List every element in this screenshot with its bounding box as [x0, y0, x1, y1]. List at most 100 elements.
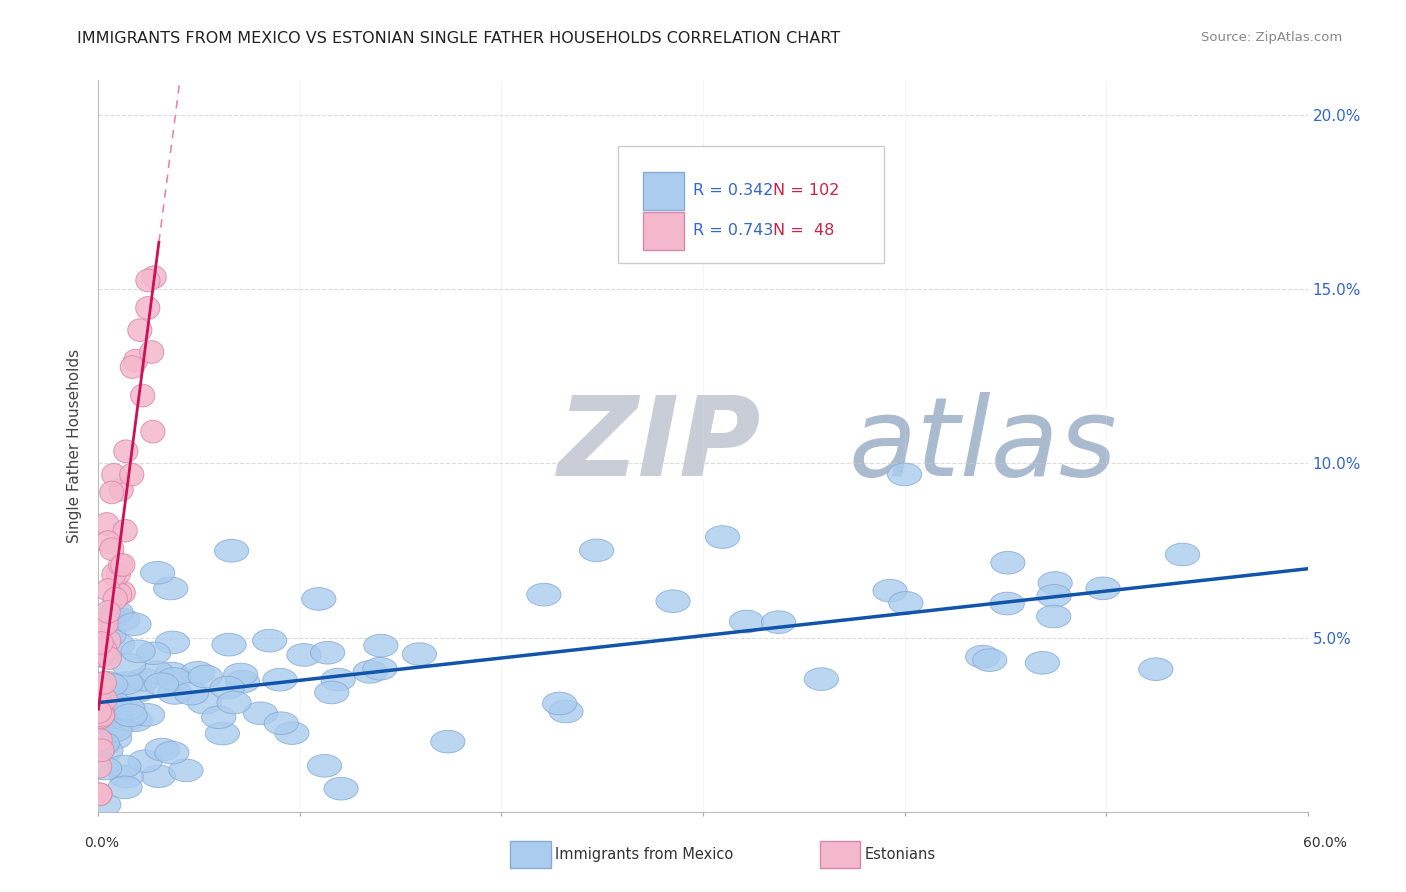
- Ellipse shape: [87, 756, 111, 778]
- FancyBboxPatch shape: [643, 171, 683, 210]
- Ellipse shape: [90, 644, 114, 667]
- Ellipse shape: [110, 765, 143, 788]
- Text: IMMIGRANTS FROM MEXICO VS ESTONIAN SINGLE FATHER HOUSEHOLDS CORRELATION CHART: IMMIGRANTS FROM MEXICO VS ESTONIAN SINGL…: [77, 31, 841, 46]
- Ellipse shape: [131, 704, 165, 726]
- Ellipse shape: [430, 731, 465, 753]
- Ellipse shape: [93, 688, 117, 710]
- Text: N =  48: N = 48: [773, 224, 835, 238]
- Ellipse shape: [97, 691, 131, 714]
- Ellipse shape: [93, 639, 117, 661]
- Ellipse shape: [188, 665, 222, 688]
- Ellipse shape: [124, 350, 148, 372]
- FancyBboxPatch shape: [619, 146, 884, 263]
- Text: R = 0.342: R = 0.342: [693, 183, 773, 198]
- Ellipse shape: [1085, 577, 1121, 599]
- Ellipse shape: [110, 672, 143, 695]
- Ellipse shape: [97, 630, 121, 652]
- Ellipse shape: [180, 662, 215, 684]
- Ellipse shape: [96, 531, 120, 553]
- Ellipse shape: [89, 729, 112, 751]
- Text: 60.0%: 60.0%: [1302, 836, 1347, 850]
- Ellipse shape: [966, 645, 1000, 668]
- Ellipse shape: [120, 463, 143, 486]
- Ellipse shape: [155, 662, 190, 685]
- Ellipse shape: [142, 266, 166, 288]
- Ellipse shape: [127, 668, 162, 691]
- Ellipse shape: [1139, 658, 1173, 681]
- Ellipse shape: [139, 341, 163, 363]
- Ellipse shape: [90, 739, 114, 762]
- Ellipse shape: [89, 739, 122, 762]
- Ellipse shape: [103, 587, 128, 610]
- Ellipse shape: [98, 601, 134, 624]
- Text: ZIP: ZIP: [558, 392, 762, 500]
- Ellipse shape: [311, 641, 344, 664]
- Ellipse shape: [94, 513, 120, 535]
- Ellipse shape: [111, 697, 145, 720]
- Ellipse shape: [706, 525, 740, 549]
- Ellipse shape: [101, 464, 127, 486]
- Ellipse shape: [93, 672, 117, 694]
- Ellipse shape: [111, 554, 135, 576]
- Ellipse shape: [120, 356, 145, 378]
- Ellipse shape: [156, 632, 190, 654]
- Ellipse shape: [86, 718, 120, 740]
- Ellipse shape: [315, 681, 349, 704]
- Text: R = 0.743: R = 0.743: [693, 224, 773, 238]
- Ellipse shape: [96, 606, 129, 628]
- Ellipse shape: [364, 634, 398, 657]
- Ellipse shape: [212, 633, 246, 656]
- Ellipse shape: [1036, 605, 1071, 628]
- Ellipse shape: [225, 670, 260, 693]
- Ellipse shape: [730, 610, 763, 632]
- Ellipse shape: [762, 611, 796, 633]
- Ellipse shape: [87, 700, 111, 723]
- Ellipse shape: [353, 661, 387, 683]
- Ellipse shape: [108, 776, 142, 798]
- Ellipse shape: [87, 757, 122, 780]
- Ellipse shape: [91, 624, 127, 647]
- Text: Immigrants from Mexico: Immigrants from Mexico: [555, 847, 734, 862]
- Ellipse shape: [145, 673, 179, 696]
- Ellipse shape: [136, 642, 170, 665]
- Ellipse shape: [97, 706, 132, 729]
- Ellipse shape: [89, 632, 114, 655]
- Ellipse shape: [97, 647, 121, 669]
- Ellipse shape: [114, 440, 138, 463]
- Ellipse shape: [111, 582, 135, 604]
- Ellipse shape: [112, 519, 138, 542]
- Text: Source: ZipAtlas.com: Source: ZipAtlas.com: [1202, 31, 1343, 45]
- Ellipse shape: [323, 777, 359, 800]
- Text: atlas: atlas: [848, 392, 1116, 500]
- Ellipse shape: [873, 580, 907, 602]
- Ellipse shape: [308, 755, 342, 777]
- Ellipse shape: [110, 478, 134, 501]
- Ellipse shape: [1038, 584, 1071, 607]
- Ellipse shape: [98, 719, 132, 741]
- Ellipse shape: [205, 723, 239, 745]
- Ellipse shape: [89, 706, 112, 729]
- Ellipse shape: [187, 691, 222, 714]
- Ellipse shape: [804, 668, 838, 690]
- Ellipse shape: [243, 702, 277, 724]
- Ellipse shape: [86, 733, 121, 756]
- Ellipse shape: [548, 700, 583, 723]
- Ellipse shape: [1038, 572, 1073, 594]
- Ellipse shape: [120, 681, 153, 703]
- Ellipse shape: [155, 741, 188, 764]
- Ellipse shape: [87, 691, 111, 714]
- Ellipse shape: [274, 722, 309, 745]
- Y-axis label: Single Father Households: Single Father Households: [67, 349, 83, 543]
- Ellipse shape: [169, 759, 202, 781]
- Ellipse shape: [101, 633, 135, 656]
- Ellipse shape: [86, 732, 120, 755]
- Ellipse shape: [302, 588, 336, 610]
- Ellipse shape: [107, 756, 141, 778]
- Ellipse shape: [117, 613, 150, 635]
- Ellipse shape: [287, 644, 321, 666]
- Ellipse shape: [97, 727, 132, 749]
- Ellipse shape: [105, 608, 139, 632]
- Ellipse shape: [579, 539, 613, 562]
- Ellipse shape: [527, 583, 561, 606]
- FancyBboxPatch shape: [643, 212, 683, 250]
